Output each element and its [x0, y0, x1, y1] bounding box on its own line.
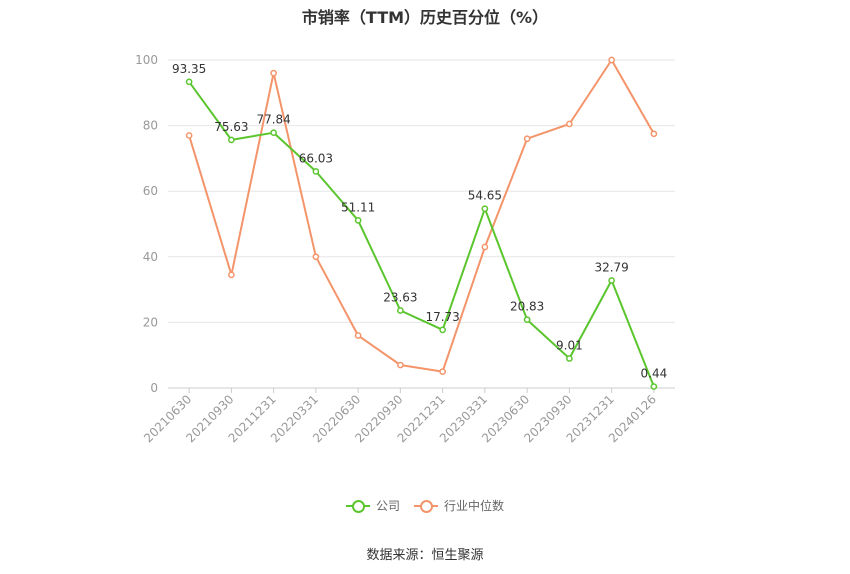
data-point — [312, 168, 320, 175]
data-label: 54.65 — [468, 189, 502, 203]
legend-item-industry[interactable]: 行业中位数 — [414, 497, 504, 514]
data-point — [650, 130, 658, 138]
data-point — [608, 277, 615, 284]
data-source-note: 数据来源：恒生聚源 — [366, 548, 484, 563]
data-point — [650, 383, 658, 390]
y-tick-label: 60 — [143, 184, 158, 198]
data-label: 66.03 — [299, 151, 333, 165]
data-point — [270, 69, 277, 77]
data-point — [312, 253, 320, 261]
data-label: 77.84 — [256, 113, 290, 127]
legend-item-company[interactable]: 公司 — [345, 497, 400, 514]
series-layer — [185, 56, 658, 390]
axis-layer: 0204060801002021063020210930202112312022… — [135, 53, 675, 445]
data-point — [185, 132, 193, 139]
data-label-layer: 93.35 75.63 77.84 66.03 51.11 23.63 17.73 54.65… — [172, 62, 667, 381]
data-point — [228, 136, 235, 144]
data-label: 75.63 — [214, 120, 248, 134]
data-point — [439, 368, 446, 375]
y-tick-label: 20 — [143, 315, 158, 329]
data-label: 20.83 — [510, 300, 544, 314]
data-point — [228, 271, 235, 279]
chart-title: 市销率（TTM）历史百分位（%） — [301, 8, 549, 27]
legend-line-marker-icon — [414, 499, 438, 513]
data-point — [439, 326, 446, 334]
data-point — [608, 56, 615, 64]
data-label: 0.44 — [641, 367, 668, 381]
series-line — [188, 81, 655, 387]
series-line — [188, 59, 655, 373]
y-tick-label: 100 — [135, 53, 158, 67]
grid-layer — [168, 59, 675, 323]
data-label: 32.79 — [594, 260, 628, 274]
data-point — [354, 217, 362, 224]
data-point — [566, 120, 573, 128]
legend-label-company: 公司 — [375, 499, 400, 513]
data-point — [185, 78, 193, 86]
legend-label-industry: 行业中位数 — [444, 499, 505, 513]
legend-line-marker-icon — [345, 499, 370, 513]
data-point — [481, 205, 489, 213]
data-label: 93.35 — [172, 62, 206, 76]
data-label: 51.11 — [341, 200, 375, 214]
data-point — [523, 316, 531, 324]
data-point — [270, 129, 277, 137]
data-label: 17.73 — [425, 310, 459, 324]
data-point — [397, 361, 404, 369]
y-tick-label: 0 — [150, 381, 158, 395]
data-label: 9.01 — [556, 338, 583, 352]
data-point — [566, 355, 573, 362]
data-label: 23.63 — [383, 290, 417, 304]
y-tick-label: 40 — [143, 250, 158, 264]
data-point — [481, 243, 489, 251]
data-point — [354, 332, 362, 339]
data-point — [523, 135, 531, 143]
legend: 公司 行业中位数 — [0, 497, 850, 514]
data-point — [397, 307, 404, 314]
y-tick-label: 80 — [143, 119, 158, 133]
